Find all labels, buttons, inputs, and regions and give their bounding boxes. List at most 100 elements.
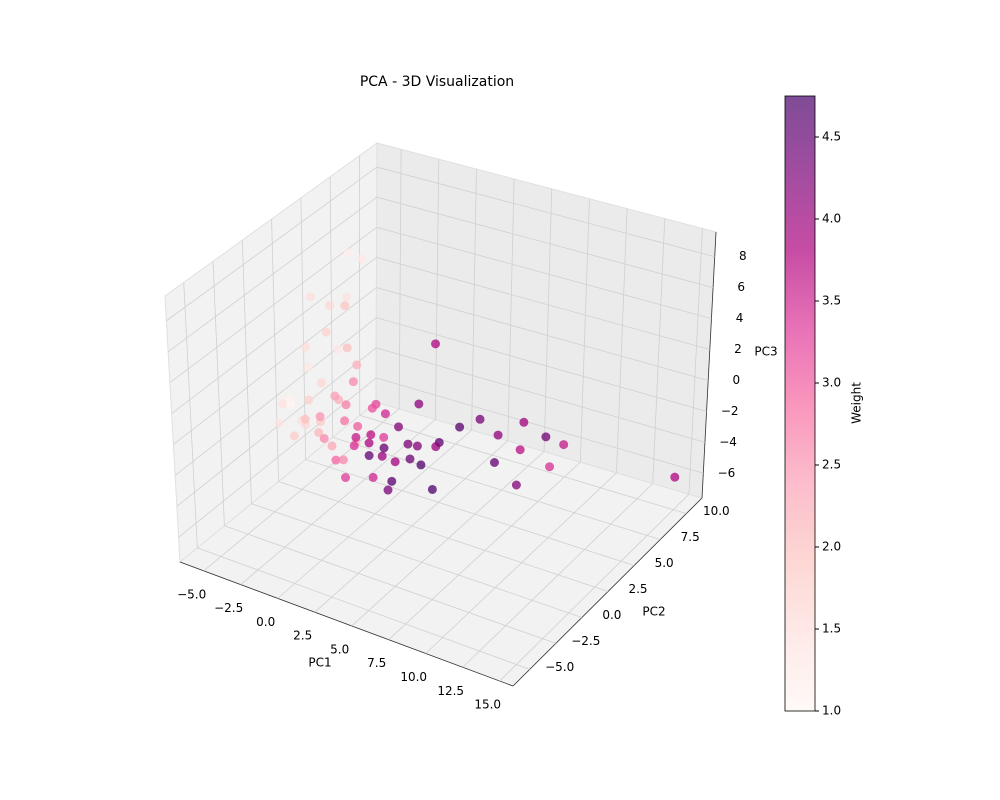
point	[367, 403, 377, 413]
point	[383, 485, 393, 495]
x-tick-label: 0.0	[256, 615, 275, 629]
grid-line	[174, 317, 377, 476]
z-tick-label: 6	[737, 280, 745, 294]
colorbar	[785, 96, 815, 711]
point	[559, 440, 569, 450]
grid-line	[507, 178, 515, 441]
point	[515, 445, 525, 455]
y-axis-line	[512, 497, 703, 687]
point	[341, 400, 351, 410]
point	[364, 451, 374, 461]
grid-line	[376, 166, 715, 258]
point	[519, 417, 529, 427]
y-tick-label: 5.0	[655, 556, 674, 570]
z-tick-label: 0	[733, 373, 741, 387]
point	[431, 442, 441, 452]
grid-line	[305, 459, 635, 566]
point	[333, 344, 343, 354]
point	[405, 454, 415, 464]
point	[330, 391, 340, 401]
grid-line	[169, 227, 377, 383]
grid-line	[183, 282, 198, 548]
grid-line	[375, 377, 704, 474]
x-axis-label: PC1	[308, 656, 331, 670]
point	[340, 416, 350, 426]
point	[414, 399, 424, 409]
grid-line	[376, 257, 710, 350]
point	[366, 430, 376, 440]
point	[315, 412, 325, 422]
x-tick-label: 7.5	[367, 656, 386, 670]
grid-line	[277, 429, 472, 599]
chart-title: PCA - 3D Visualization	[360, 74, 514, 90]
point	[545, 462, 555, 472]
point	[541, 432, 551, 442]
grid-line	[471, 169, 477, 431]
x-tick-label: 12.5	[437, 684, 464, 698]
point	[327, 441, 337, 451]
point	[377, 451, 387, 461]
grid-line	[398, 149, 402, 409]
grid-line	[197, 547, 530, 670]
z-tick-label: −2	[721, 404, 739, 418]
x-tick-label: 10.0	[400, 670, 427, 684]
point	[314, 428, 324, 438]
point	[300, 414, 310, 424]
point	[390, 457, 400, 467]
point	[387, 476, 397, 486]
point	[353, 421, 363, 431]
grid-line	[278, 481, 609, 592]
colorbar-tick-label: 1.0	[822, 704, 841, 718]
z-tick-label: −6	[718, 466, 736, 480]
point	[351, 432, 361, 442]
point	[403, 439, 413, 449]
point	[493, 430, 503, 440]
y-axis-label: PC2	[642, 605, 665, 619]
point	[278, 399, 288, 409]
grid-line	[224, 525, 556, 644]
grid-line	[167, 196, 378, 352]
x-tick-label: 5.0	[330, 642, 349, 656]
point	[455, 422, 465, 432]
y-tick-label: −5.0	[545, 660, 574, 674]
grid-line	[176, 347, 377, 507]
colorbar-frame	[784, 95, 816, 712]
grid-line	[616, 208, 628, 473]
z-axis-line	[701, 231, 717, 499]
colorbar-label: Weight	[850, 382, 864, 424]
colorbar-tick-label: 4.0	[822, 212, 841, 226]
grid-line	[579, 198, 590, 463]
colorbar-tick-label: 3.5	[822, 294, 841, 308]
z-tick-label: 2	[734, 342, 742, 356]
point	[340, 301, 350, 311]
grid-line	[314, 440, 509, 613]
point	[380, 409, 390, 419]
point	[511, 480, 521, 490]
point	[289, 431, 299, 441]
z-tick-label: −4	[719, 435, 737, 449]
z-axis-label: PC3	[754, 345, 777, 359]
x-tick-label: −2.5	[214, 601, 243, 615]
grid-line	[376, 196, 714, 289]
point	[319, 433, 329, 443]
point	[427, 484, 437, 494]
point	[670, 472, 680, 482]
colorbar-tick-label: 1.5	[822, 622, 841, 636]
grid-line	[332, 436, 661, 540]
grid-line	[462, 483, 654, 668]
point	[274, 418, 284, 428]
point	[341, 473, 351, 483]
grid-line	[435, 159, 440, 420]
point	[304, 395, 314, 405]
y-tick-label: 2.5	[628, 582, 647, 596]
colorbar-tick-label: 3.0	[822, 376, 841, 390]
grid-line	[271, 219, 279, 482]
grid-line	[388, 461, 581, 641]
point	[316, 378, 326, 388]
grid-line	[376, 347, 706, 443]
y-tick-label: 10.0	[703, 504, 730, 518]
point	[303, 362, 313, 372]
point	[341, 292, 351, 302]
point	[356, 254, 366, 264]
